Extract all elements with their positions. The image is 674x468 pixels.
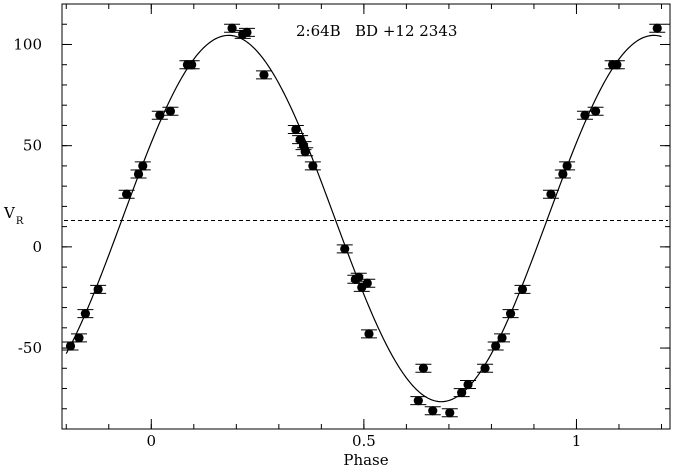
data-point-marker	[300, 147, 310, 157]
x-tick-label: 0	[147, 432, 157, 450]
data-point-marker	[242, 27, 252, 37]
data-point-marker	[364, 329, 374, 339]
data-point	[477, 363, 494, 373]
data-point-marker	[165, 106, 176, 116]
y-axis-title-main: V	[3, 204, 16, 222]
y-tick-label: -50	[18, 339, 42, 357]
data-point-marker	[74, 333, 84, 343]
data-point	[183, 60, 200, 70]
y-tick-label: 0	[32, 238, 42, 256]
data-point	[359, 278, 376, 288]
data-point	[424, 406, 441, 416]
data-point-marker	[227, 23, 237, 33]
data-point-marker	[93, 284, 103, 294]
data-point	[453, 387, 470, 398]
data-point	[297, 147, 314, 157]
data-point	[576, 110, 593, 120]
data-point	[151, 110, 168, 120]
x-tick-label: 0.5	[352, 432, 376, 450]
data-point	[287, 124, 304, 135]
data-point-marker	[138, 161, 148, 171]
data-point	[554, 169, 571, 179]
data-point	[118, 189, 135, 199]
data-point	[559, 161, 576, 171]
data-point-marker	[546, 189, 556, 199]
data-point-marker	[463, 379, 473, 390]
y-axis-title: VR	[3, 204, 24, 227]
data-point-marker	[65, 341, 76, 351]
data-point	[410, 396, 427, 406]
plot-frame	[61, 3, 671, 430]
data-point	[238, 27, 255, 37]
data-point-marker	[155, 110, 165, 120]
data-point	[255, 70, 272, 80]
data-point-marker	[612, 60, 622, 70]
data-point-marker	[413, 396, 423, 406]
data-point-marker	[480, 363, 490, 373]
data-point	[90, 284, 107, 294]
data-point-marker	[354, 272, 364, 282]
data-point-marker	[580, 110, 590, 120]
data-point-marker	[122, 189, 132, 199]
y-axis-title-sub: R	[16, 216, 24, 227]
data-point-marker	[340, 244, 350, 254]
data-point-marker	[428, 406, 438, 416]
data-point	[460, 379, 477, 390]
x-tick-label: 1	[572, 432, 582, 450]
data-point-marker	[187, 60, 197, 70]
star-annotation: 2:64B BD +12 2343	[296, 22, 457, 40]
data-point	[649, 23, 666, 33]
data-point	[134, 161, 151, 171]
data-point-marker	[497, 333, 507, 343]
x-axis-title: Phase	[343, 451, 388, 468]
data-point-marker	[445, 408, 455, 418]
data-point	[130, 169, 147, 179]
data-point	[162, 106, 179, 116]
axis-ticks	[62, 3, 670, 430]
orbit-fit-curve	[65, 34, 662, 403]
data-point	[62, 341, 79, 351]
data-point	[304, 161, 321, 171]
data-point	[514, 284, 531, 294]
data-point	[360, 329, 377, 339]
data-point-marker	[133, 169, 144, 179]
data-point	[487, 341, 504, 351]
data-point-marker	[291, 124, 301, 135]
data-points	[62, 23, 666, 418]
data-point-marker	[308, 161, 318, 171]
data-point-marker	[558, 169, 568, 179]
data-point	[441, 408, 458, 418]
data-point-marker	[562, 161, 572, 171]
data-point	[587, 106, 604, 116]
data-point	[608, 60, 625, 70]
data-point-marker	[491, 341, 501, 351]
data-point-marker	[652, 23, 662, 33]
data-point	[224, 23, 241, 33]
tick-labels: 0 0.5 1 -50 0 50 100	[13, 35, 581, 450]
data-point-marker	[259, 70, 269, 80]
data-point-marker	[457, 387, 467, 398]
data-point	[494, 333, 511, 343]
data-point	[502, 309, 519, 319]
data-point-marker	[418, 363, 428, 373]
data-point	[336, 244, 353, 254]
data-point-marker	[362, 278, 372, 288]
data-point	[542, 189, 559, 199]
data-point	[415, 363, 432, 373]
data-point	[77, 309, 94, 319]
y-tick-label: 100	[13, 35, 42, 53]
data-point-marker	[505, 309, 516, 319]
data-point-marker	[517, 284, 528, 294]
y-tick-label: 50	[23, 137, 42, 155]
data-point	[71, 333, 88, 343]
data-point-marker	[80, 309, 90, 319]
data-point-marker	[590, 106, 601, 116]
